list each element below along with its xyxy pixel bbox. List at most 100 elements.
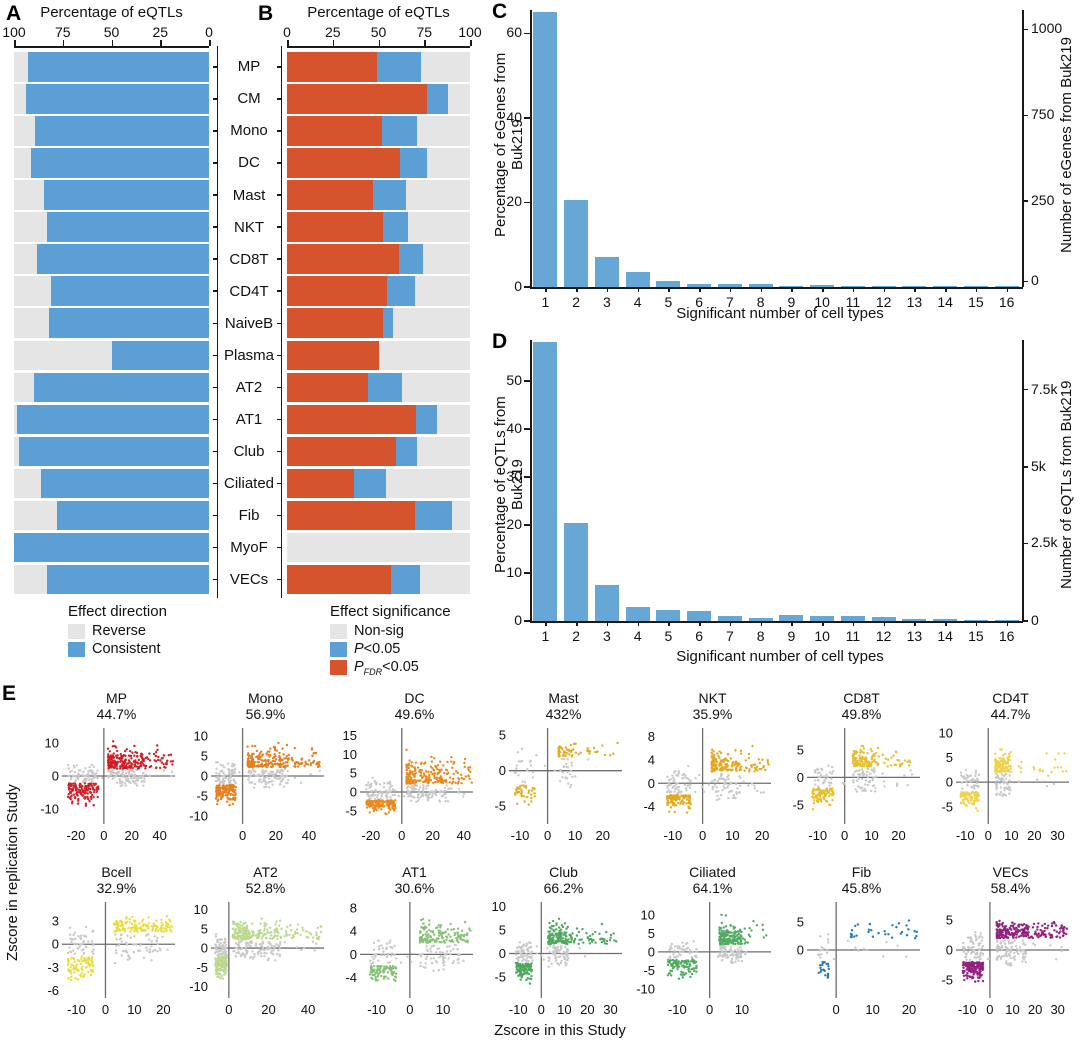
- legend-item-label: PFDR<0.05: [354, 659, 419, 677]
- tick-label: 5: [946, 750, 953, 765]
- tick-label: 10: [1005, 1002, 1019, 1017]
- tick-label: 10: [343, 747, 357, 762]
- scatter-MP: MP 44.7% -20 0 20 40 -10 0 10: [32, 690, 181, 866]
- tick-label: 0: [100, 828, 107, 843]
- x-tick-label: 1: [541, 628, 550, 644]
- row-tick: [276, 322, 281, 324]
- x-tick-label: 11: [845, 628, 861, 644]
- tick-label: 8: [648, 729, 655, 744]
- x-tick: [760, 622, 763, 626]
- bar-row-b-Mast: [287, 180, 470, 210]
- scatter-replication-rate: 35.9%: [692, 706, 733, 722]
- row-tick: [276, 482, 281, 485]
- x-tick-label: 5: [664, 294, 673, 310]
- panel-b-letter: B: [258, 2, 274, 25]
- x-tick: [637, 288, 640, 292]
- tick-label: 10: [864, 828, 878, 843]
- y-tick: [524, 524, 530, 526]
- tick-label: 0: [648, 776, 655, 791]
- left-axis: [530, 10, 532, 287]
- x-tick: [545, 622, 547, 626]
- tick-label: 10: [194, 902, 208, 917]
- x-tick-label: 3: [602, 294, 611, 310]
- y-tick-label: 1000: [1031, 20, 1063, 37]
- scatter-Mono: Mono 56.9% 0 20 40 -10 -5 0 5 10: [181, 690, 330, 866]
- bar-row-a-MP: [14, 52, 209, 82]
- consistent-bar: [37, 244, 209, 274]
- axis-tick: [62, 40, 65, 46]
- scatter-DC: DC 49.6% -20 0 20 40 -5 0 5 10 15: [330, 690, 479, 866]
- bar-12: [871, 286, 896, 287]
- panel-e: Zscore in replication Study Zscore in th…: [0, 678, 1080, 1040]
- x-tick: [975, 622, 978, 626]
- row-tick: [276, 386, 281, 389]
- y-tick: [524, 476, 530, 478]
- tick-label: -5: [792, 797, 804, 812]
- cell-type-label: NKT: [234, 218, 264, 236]
- tick-label: -3: [47, 960, 59, 975]
- row-tick: [212, 482, 217, 485]
- tick-label: -10: [189, 809, 208, 824]
- tick-label: 0: [406, 1002, 413, 1017]
- row-tick: [212, 162, 217, 164]
- x-tick-label: 14: [937, 628, 953, 644]
- bar-9: [779, 615, 804, 621]
- pfdr-segment: [287, 308, 384, 339]
- pfdr-segment: [287, 180, 373, 210]
- p05-segment: [415, 500, 452, 531]
- y-tick: [1022, 28, 1028, 31]
- row-tick: [276, 290, 281, 292]
- x-tick: [699, 622, 701, 626]
- y-tick: [524, 201, 530, 204]
- tick-label: 5: [946, 913, 953, 928]
- x-tick: [945, 622, 947, 626]
- bar-row-a-NaiveB: [14, 308, 209, 339]
- y-tick-label: 50: [506, 371, 522, 388]
- tick-label: 0: [102, 1002, 109, 1017]
- bar-row-b-VECs: [287, 564, 470, 595]
- x-tick: [822, 288, 824, 292]
- cell-type-label: MyoF: [230, 539, 268, 557]
- row-tick: [212, 354, 217, 357]
- panel-e-letter: E: [2, 682, 17, 705]
- tick-label: 5: [797, 914, 804, 929]
- bar-13: [902, 285, 927, 287]
- consistent-bar: [16, 404, 209, 435]
- row-tick: [276, 354, 281, 357]
- row-tick: [276, 450, 281, 453]
- scatter-replication-rate: 49.8%: [841, 706, 882, 722]
- bar-10: [810, 285, 835, 287]
- bar-row-a-Fib: [14, 500, 209, 531]
- panel-c-xlabel: Significant number of cell types: [676, 305, 884, 322]
- pfdr-segment: [287, 372, 369, 403]
- axis-tick-label: 50: [103, 24, 120, 40]
- row-tick: [276, 546, 281, 549]
- tick-label: -4: [643, 799, 655, 814]
- tick-label: -10: [40, 802, 59, 817]
- row-tick: [276, 514, 281, 517]
- row-tick: [212, 386, 217, 389]
- p05-segment: [386, 276, 416, 306]
- cell-type-label: Club: [233, 442, 265, 460]
- scatter-title: AT1: [402, 864, 427, 880]
- tick-label: 3: [52, 914, 59, 929]
- bar-row-b-Mono: [287, 116, 470, 146]
- bar-11: [840, 286, 865, 287]
- tick-label: -5: [494, 799, 506, 814]
- axis-tick-label: 0: [205, 24, 213, 40]
- bar-row-b-AT2: [287, 372, 470, 403]
- consistent-bar: [30, 148, 209, 178]
- x-tick-label: 10: [814, 628, 830, 644]
- axis-tick-label: 75: [54, 24, 71, 40]
- x-tick-label: 16: [998, 628, 1015, 644]
- tick-label: -10: [956, 828, 975, 843]
- scatter-plot-svg: -10 0 10 20 -5 0 5: [792, 728, 920, 843]
- row-tick: [276, 258, 281, 260]
- bar-14: [933, 286, 958, 287]
- tick-label: 5: [201, 749, 208, 764]
- legend-swatch: [68, 641, 85, 657]
- tick-label: 0: [946, 943, 953, 958]
- tick-label: 0: [225, 1002, 232, 1017]
- scatter-Mast: Mast 432% -10 0 10 20 -5 0 5: [479, 690, 628, 866]
- tick-label: 20: [755, 828, 769, 843]
